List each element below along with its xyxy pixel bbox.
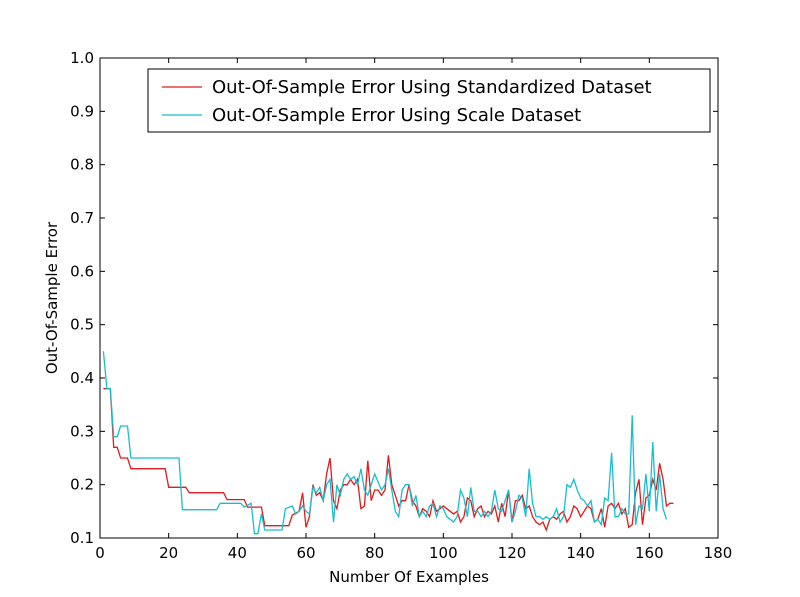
x-tick-label: 40 xyxy=(228,544,247,562)
y-tick-label: 0.3 xyxy=(70,422,94,440)
y-tick-label: 0.4 xyxy=(70,369,94,387)
legend-label-standardized: Out-Of-Sample Error Using Standardized D… xyxy=(212,77,652,98)
x-tick-label: 100 xyxy=(429,544,458,562)
x-tick-label: 160 xyxy=(635,544,664,562)
y-tick-label: 0.5 xyxy=(70,316,94,334)
y-axis-label: Out-Of-Sample Error xyxy=(43,221,61,374)
x-tick-label: 180 xyxy=(704,544,733,562)
legend: Out-Of-Sample Error Using Standardized D… xyxy=(147,68,711,133)
legend-box xyxy=(147,68,711,133)
legend-label-scale: Out-Of-Sample Error Using Scale Dataset xyxy=(212,105,581,126)
series-line-standardized xyxy=(103,388,674,532)
x-tick-label: 140 xyxy=(566,544,595,562)
x-tick-label: 120 xyxy=(498,544,527,562)
y-tick-label: 1.0 xyxy=(70,49,94,67)
plot-frame xyxy=(99,57,719,539)
x-tick-label: 80 xyxy=(365,544,384,562)
y-tick-label: 0.1 xyxy=(70,529,94,547)
x-tick-label: 20 xyxy=(159,544,178,562)
y-tick-label: 0.2 xyxy=(70,476,94,494)
y-tick-label: 0.7 xyxy=(70,209,94,227)
y-tick-label: 0.6 xyxy=(70,262,94,280)
plot-area xyxy=(102,351,674,535)
axis-ticks: 0 20 40 60 80 100 120 140 160 180 0.1 0.2 0.3 0.4 0.5 0… xyxy=(70,49,732,562)
x-tick-label: 0 xyxy=(95,544,105,562)
y-tick-label: 0.9 xyxy=(70,102,94,120)
x-tick-label: 60 xyxy=(296,544,315,562)
series-line-scale xyxy=(102,351,668,535)
y-tick-label: 0.8 xyxy=(70,156,94,174)
x-axis-label: Number Of Examples xyxy=(329,568,489,586)
